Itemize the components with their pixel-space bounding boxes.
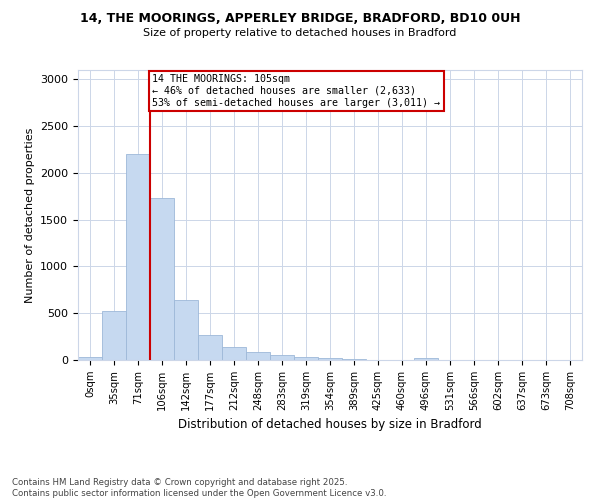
- Text: 14 THE MOORINGS: 105sqm
← 46% of detached houses are smaller (2,633)
53% of semi: 14 THE MOORINGS: 105sqm ← 46% of detache…: [152, 74, 440, 108]
- Bar: [246, 352, 270, 360]
- Bar: [318, 358, 342, 360]
- Bar: [174, 300, 198, 360]
- Bar: [150, 198, 174, 360]
- Bar: [126, 154, 150, 360]
- X-axis label: Distribution of detached houses by size in Bradford: Distribution of detached houses by size …: [178, 418, 482, 432]
- Y-axis label: Number of detached properties: Number of detached properties: [25, 128, 35, 302]
- Bar: [78, 357, 102, 360]
- Bar: [270, 355, 294, 360]
- Text: 14, THE MOORINGS, APPERLEY BRIDGE, BRADFORD, BD10 0UH: 14, THE MOORINGS, APPERLEY BRIDGE, BRADF…: [80, 12, 520, 26]
- Bar: [102, 312, 126, 360]
- Bar: [294, 356, 318, 360]
- Text: Contains HM Land Registry data © Crown copyright and database right 2025.
Contai: Contains HM Land Registry data © Crown c…: [12, 478, 386, 498]
- Bar: [342, 359, 366, 360]
- Bar: [414, 358, 438, 360]
- Bar: [222, 347, 246, 360]
- Bar: [198, 334, 222, 360]
- Text: Size of property relative to detached houses in Bradford: Size of property relative to detached ho…: [143, 28, 457, 38]
